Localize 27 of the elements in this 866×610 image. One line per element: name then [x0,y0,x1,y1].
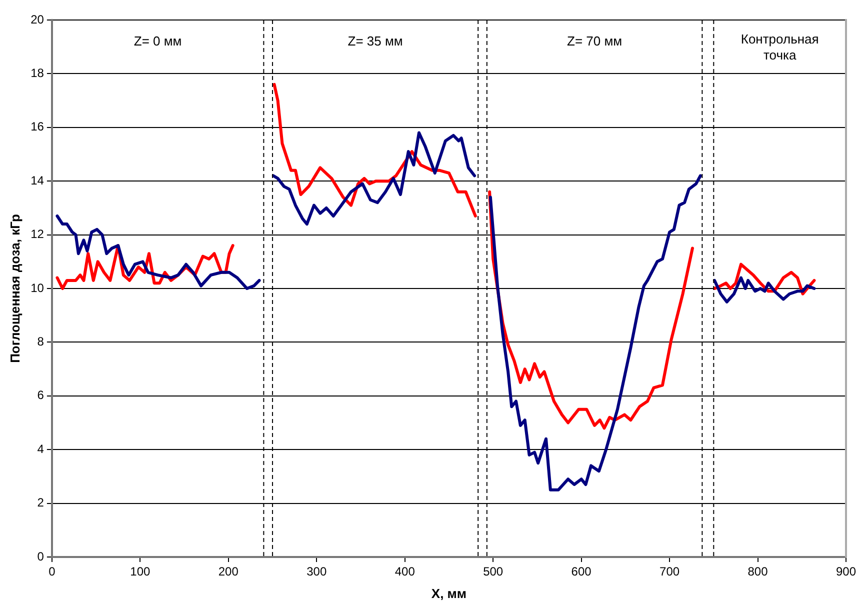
annotation: Z= 0 мм [134,34,182,49]
x-tick-label: 400 [394,564,416,579]
y-tick-label: 12 [30,227,44,242]
x-axis-title: X, мм [431,586,467,601]
y-tick-label: 14 [30,173,44,188]
x-tick-label: 200 [218,564,239,579]
y-tick-label: 4 [37,442,44,456]
x-tick-label: 500 [483,564,504,579]
y-tick-label: 6 [37,388,44,402]
y-tick-label: 2 [37,496,44,510]
y-axis-title: Поглощенная доза, кГр [7,214,22,363]
y-tick-label: 18 [30,66,44,80]
x-tick-label: 300 [306,564,327,579]
y-tick-label: 10 [30,280,44,295]
annotation: Контрольная точка [740,32,819,63]
annotation: Z= 35 мм [348,34,403,49]
annotation: Z= 70 мм [567,34,622,49]
y-tick-label: 0 [37,549,44,564]
x-tick-label: 800 [748,564,768,579]
x-tick-label: 900 [836,564,856,579]
x-tick-label: 0 [48,564,56,579]
x-tick-label: 600 [571,564,592,579]
x-tick-label: 700 [660,564,680,579]
y-tick-label: 20 [30,12,44,26]
y-tick-label: 16 [30,120,44,134]
x-tick-label: 100 [130,564,151,579]
y-tick-label: 8 [37,334,44,349]
